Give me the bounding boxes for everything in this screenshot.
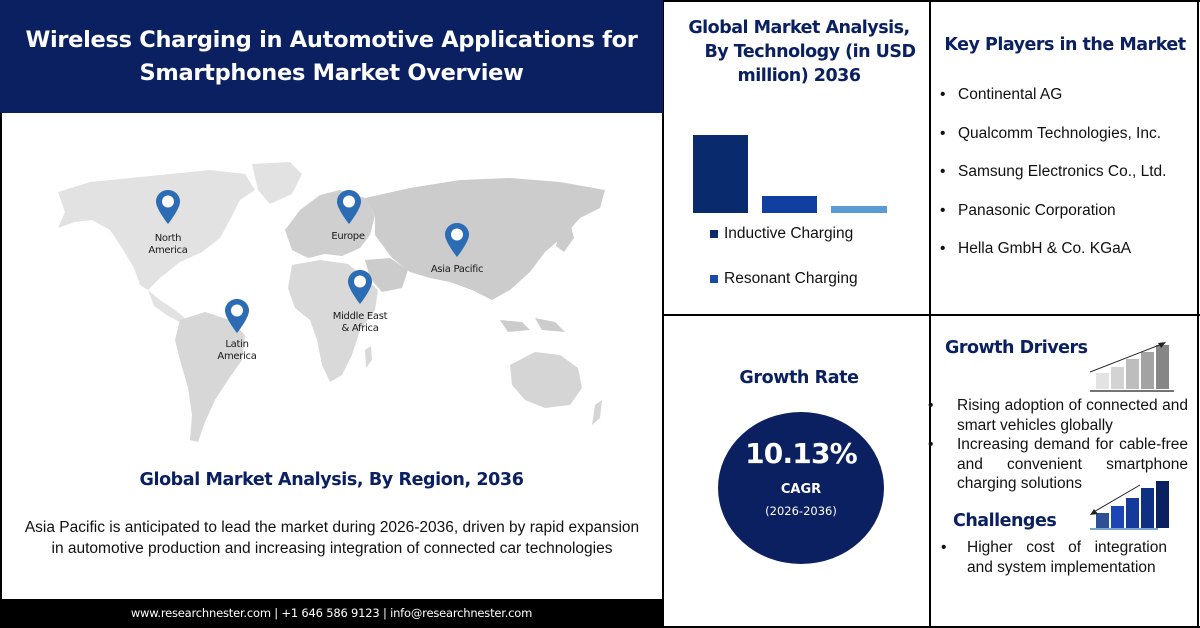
region-label-line: & Africa bbox=[341, 323, 379, 334]
legend-swatch-icon bbox=[710, 275, 718, 283]
bar-inductive-charging bbox=[693, 135, 748, 213]
header-banner: Wireless Charging in Automotive Applicat… bbox=[0, 0, 663, 113]
world-map-shapes bbox=[58, 162, 605, 442]
challenges-title: Challenges bbox=[953, 511, 1057, 531]
location-pin-icon-middle-east-africa bbox=[348, 270, 372, 304]
region-label-line: Middle East bbox=[332, 311, 388, 322]
cagr-period: (2026-2036) bbox=[765, 504, 837, 518]
legend-label: Resonant Charging bbox=[724, 270, 858, 287]
key-player-item: Samsung Electronics Co., Ltd. bbox=[940, 157, 1184, 187]
chart-title-line: million) 2036 bbox=[737, 66, 861, 86]
cagr-circle: 10.13% CAGR (2026-2036) bbox=[718, 412, 884, 564]
challenges-list: Higher cost of integration and system im… bbox=[941, 538, 1167, 577]
chart-title-line: Global Market Analysis, bbox=[688, 18, 910, 38]
key-players-list: Continental AG Qualcomm Technologies, In… bbox=[940, 80, 1184, 273]
cagr-value: 10.13% bbox=[745, 437, 858, 470]
region-label-latin-america: Latin America bbox=[217, 339, 256, 363]
growth-driver-item: Rising adoption of connected and smart v… bbox=[928, 396, 1188, 435]
world-map bbox=[30, 160, 630, 460]
legend-item-resonant: Resonant Charging bbox=[710, 270, 858, 288]
rising-bar-chart-icon bbox=[1090, 342, 1174, 392]
key-player-item: Continental AG bbox=[940, 80, 1184, 110]
footer-contact-bar: www.researchnester.com | +1 646 586 9123… bbox=[0, 599, 663, 627]
key-player-item: Hella GmbH & Co. KGaA bbox=[940, 234, 1184, 264]
challenge-item: Higher cost of integration and system im… bbox=[941, 538, 1167, 577]
region-label-line: Latin bbox=[225, 339, 249, 350]
left-border bbox=[0, 0, 2, 628]
region-label-line: North bbox=[154, 233, 182, 244]
bar-third-category bbox=[831, 206, 887, 213]
growth-drivers-list: Rising adoption of connected and smart v… bbox=[928, 396, 1188, 494]
legend-item-inductive: Inductive Charging bbox=[710, 225, 853, 243]
location-pin-icon-europe bbox=[337, 190, 361, 224]
title-line-1: Wireless Charging in Automotive Applicat… bbox=[25, 26, 638, 53]
bar-resonant-charging bbox=[762, 196, 817, 213]
growth-rate-title: Growth Rate bbox=[739, 368, 859, 388]
location-pin-icon-north-america bbox=[156, 190, 180, 224]
location-pin-icon-latin-america bbox=[225, 299, 249, 333]
region-label-middle-east-africa: Middle East & Africa bbox=[333, 311, 388, 335]
cagr-label: CAGR bbox=[780, 482, 822, 497]
region-label-line: America bbox=[217, 351, 257, 362]
descending-trend-bar-chart-icon bbox=[1090, 481, 1169, 530]
growth-drivers-title: Growth Drivers bbox=[945, 338, 1088, 358]
technology-chart-title: Global Market Analysis, By Technology (i… bbox=[668, 16, 930, 88]
region-analysis-title: Global Market Analysis, By Region, 2036 bbox=[139, 470, 524, 490]
legend-label: Inductive Charging bbox=[724, 225, 854, 242]
key-players-title: Key Players in the Market bbox=[944, 35, 1186, 55]
divider-horizontal bbox=[662, 314, 1200, 316]
title-line-2: Smartphones Market Overview bbox=[139, 59, 524, 86]
chart-title-line: By Technology (in USD bbox=[704, 42, 916, 62]
region-label-line: Asia Pacific bbox=[430, 264, 484, 275]
region-label-north-america: North America bbox=[148, 233, 187, 257]
bottom-border bbox=[0, 626, 1200, 628]
region-label-asia-pacific: Asia Pacific bbox=[430, 264, 484, 276]
growth-driver-item: Increasing demand for cable-free and con… bbox=[928, 435, 1188, 494]
region-label-line: Europe bbox=[331, 231, 365, 242]
location-pin-icon-asia-pacific bbox=[445, 223, 469, 257]
key-player-item: Panasonic Corporation bbox=[940, 196, 1184, 226]
top-border bbox=[662, 0, 1200, 2]
region-label-line: America bbox=[148, 245, 188, 256]
page-title: Wireless Charging in Automotive Applicat… bbox=[25, 24, 637, 90]
footer-contact-text: www.researchnester.com | +1 646 586 9123… bbox=[130, 606, 533, 620]
region-analysis-description: Asia Pacific is anticipated to lead the … bbox=[24, 519, 640, 557]
legend-swatch-icon bbox=[710, 230, 718, 238]
region-label-europe: Europe bbox=[331, 231, 365, 243]
key-player-item: Qualcomm Technologies, Inc. bbox=[940, 119, 1184, 149]
